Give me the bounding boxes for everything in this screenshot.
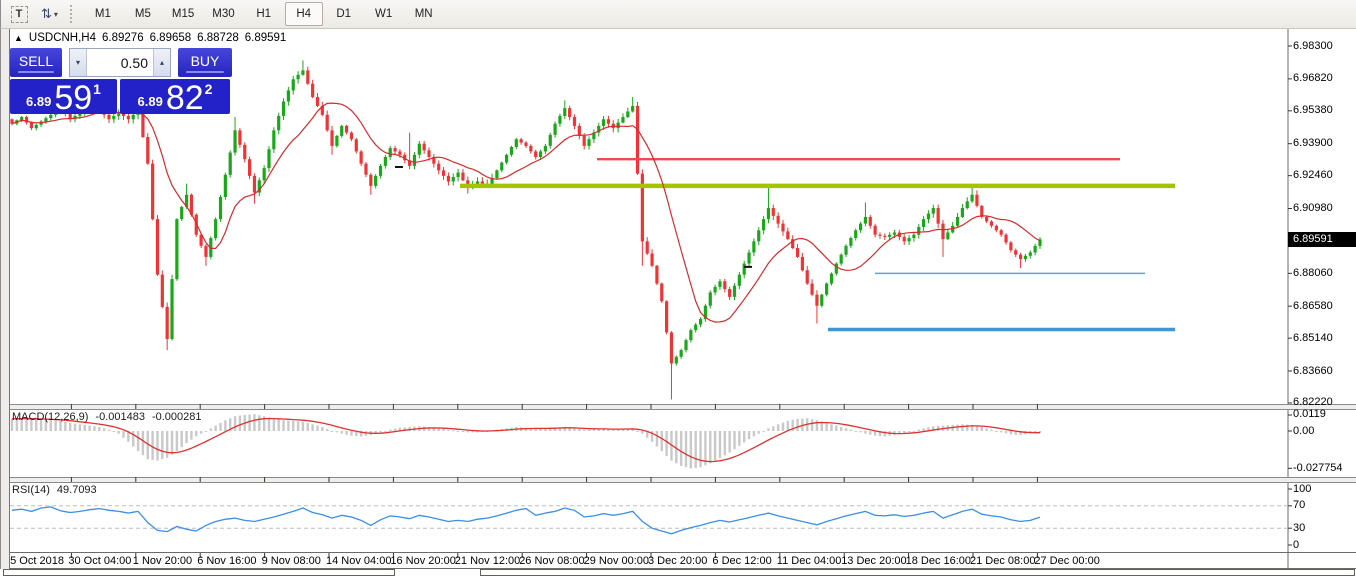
- time-axis-label: 16 Nov 20:00: [390, 555, 456, 567]
- symbol-title: USDCNH,H4: [28, 32, 97, 44]
- price-axis-label: 6.92460: [1293, 169, 1333, 182]
- sell-button[interactable]: SELL: [10, 48, 62, 77]
- time-axis-label: 27 Dec 00:00: [1034, 555, 1100, 567]
- buy-price-box[interactable]: 6.89 82 2: [120, 79, 230, 117]
- timeframe-button-D1[interactable]: D1: [336, 8, 352, 20]
- time-axis-label: 21 Nov 12:00: [454, 555, 521, 567]
- ohlc-close: 6.89591: [244, 32, 287, 44]
- price-axis-label: 6.93900: [1293, 137, 1333, 150]
- collapse-panel-icon[interactable]: ▲: [14, 33, 23, 43]
- rsi-axis-label: 70: [1293, 499, 1306, 512]
- time-axis-label: 26 Nov 08:00: [519, 555, 585, 567]
- price-axis-label: 6.88060: [1293, 266, 1333, 279]
- sell-button-label: SELL: [18, 52, 54, 69]
- time-axis-label: 25 Oct 2018: [4, 555, 64, 567]
- price-axis-label: 6.85140: [1293, 331, 1333, 344]
- time-axis-label: 1 Nov 20:00: [132, 555, 193, 567]
- scrollbar-track-left[interactable]: [3, 569, 395, 576]
- timeframe-button-M30[interactable]: M30: [212, 8, 235, 20]
- rsi-value: 49.7093: [56, 484, 97, 496]
- text-tool-button[interactable]: T: [7, 3, 31, 25]
- arrange-objects-icon[interactable]: ⇅: [41, 6, 52, 21]
- price-axis-label: 6.83660: [1293, 364, 1333, 377]
- dash-marker: [395, 165, 403, 168]
- volume-decrease-button[interactable]: ▾: [70, 49, 87, 76]
- volume-spinner: ▾ ▴: [69, 48, 171, 77]
- sell-pips: 59: [54, 79, 93, 117]
- time-axis-label: 9 Nov 08:00: [261, 555, 321, 567]
- macd-label: MACD(12,26,9): [12, 411, 89, 423]
- scrollbar-thumb[interactable]: [395, 569, 479, 576]
- time-axis-label: 29 Nov 00:00: [583, 555, 650, 567]
- time-axis-label: 30 Oct 04:00: [68, 555, 132, 567]
- timeframe-button-M1[interactable]: M1: [94, 8, 111, 20]
- time-axis-label: 11 Dec 04:00: [776, 555, 842, 567]
- rsi-axis-label: 30: [1293, 521, 1306, 534]
- window-left-gutter: [0, 28, 10, 577]
- timeframe-button-H4[interactable]: H4: [284, 2, 323, 26]
- macd-value-2: -0.000281: [151, 411, 202, 423]
- macd-label-row: MACD(12,26,9) -0.001483 -0.000281: [12, 411, 202, 423]
- price-axis-label: 6.90980: [1293, 202, 1333, 214]
- time-axis-label: 3 Dec 20:00: [648, 555, 708, 567]
- buy-button[interactable]: BUY: [178, 48, 232, 77]
- buy-button-label: BUY: [190, 52, 220, 69]
- timeframe-button-H1[interactable]: H1: [256, 8, 272, 20]
- time-axis-label: 6 Nov 16:00: [197, 555, 257, 567]
- buy-underline: [186, 70, 224, 73]
- timeframe-buttons: M1 M5 M15 M30 H1 H4 D1 W1 MN: [83, 2, 444, 26]
- timeframe-button-W1[interactable]: W1: [375, 8, 393, 20]
- sell-underline: [17, 70, 55, 73]
- buy-pipette: 2: [204, 81, 213, 97]
- one-click-trade-panel: SELL ▾ ▴ BUY 6.89 59 1 6.89 82 2: [10, 48, 232, 117]
- macd-signal-line: [11, 417, 1040, 463]
- time-axis-label: 6 Dec 12:00: [712, 555, 772, 567]
- time-axis-label: 14 Nov 04:00: [326, 555, 392, 567]
- price-axis-label: 6.82220: [1293, 396, 1333, 409]
- text-tool-icon: T: [10, 5, 28, 23]
- price-axis-label: 6.95380: [1293, 104, 1333, 117]
- price-axis-label: 6.96820: [1293, 72, 1333, 85]
- time-axis-label: 13 Dec 20:00: [841, 555, 907, 567]
- rsi-label: RSI(14): [12, 484, 50, 496]
- timeframe-button-M15[interactable]: M15: [171, 8, 195, 20]
- horizontal-scrollbar[interactable]: [0, 569, 1356, 577]
- rsi-line: [11, 506, 1041, 535]
- ma-line: [11, 102, 1041, 323]
- dash-marker: [744, 265, 752, 268]
- time-axis-label: 21 Dec 08:00: [970, 555, 1036, 567]
- chart-header: ▲ USDCNH,H4 6.89276 6.89658 6.88728 6.89…: [14, 32, 286, 44]
- ohlc-low: 6.88728: [197, 32, 239, 44]
- sell-price-box[interactable]: 6.89 59 1: [10, 79, 117, 117]
- macd-axis-label: 0.0119: [1293, 408, 1326, 421]
- volume-increase-button[interactable]: ▴: [153, 49, 170, 76]
- scrollbar-track-right[interactable]: [480, 569, 1355, 576]
- time-axis-label: 18 Dec 16:00: [905, 555, 972, 567]
- buy-big-figure: 6.89: [137, 94, 163, 109]
- toolbar-grip[interactable]: [69, 5, 77, 23]
- sell-big-figure: 6.89: [26, 94, 52, 109]
- price-axis-label: 6.98300: [1293, 39, 1333, 52]
- price-axis-label: 6.86580: [1293, 299, 1333, 312]
- rsi-label-row: RSI(14) 49.7093: [12, 484, 97, 496]
- timeframe-button-MN[interactable]: MN: [414, 8, 433, 20]
- rsi-axis-label: 0: [1293, 538, 1300, 551]
- toolbar: T ⇅ ▾ M1 M5 M15 M30 H1 H4 D1 W1 MN: [0, 0, 1356, 29]
- chevron-down-icon[interactable]: ▾: [53, 9, 58, 19]
- macd-value-1: -0.001483: [95, 411, 145, 423]
- ohlc-high: 6.89658: [149, 32, 192, 44]
- macd-axis-label: 0.00: [1293, 424, 1315, 437]
- current-price-badge: 6.89591: [1288, 232, 1356, 247]
- sell-pipette: 1: [93, 81, 101, 97]
- rsi-axis-label: 100: [1293, 482, 1312, 495]
- volume-input[interactable]: [87, 49, 153, 76]
- macd-axis-label: -0.027754: [1293, 461, 1343, 474]
- timeframe-button-M5[interactable]: M5: [134, 8, 151, 20]
- time-axis: 25 Oct 2018 30 Oct 04:00 1 Nov 20:00 6 Nov …: [0, 555, 1290, 569]
- ohlc-open: 6.89276: [102, 32, 144, 44]
- buy-pips: 82: [165, 79, 204, 117]
